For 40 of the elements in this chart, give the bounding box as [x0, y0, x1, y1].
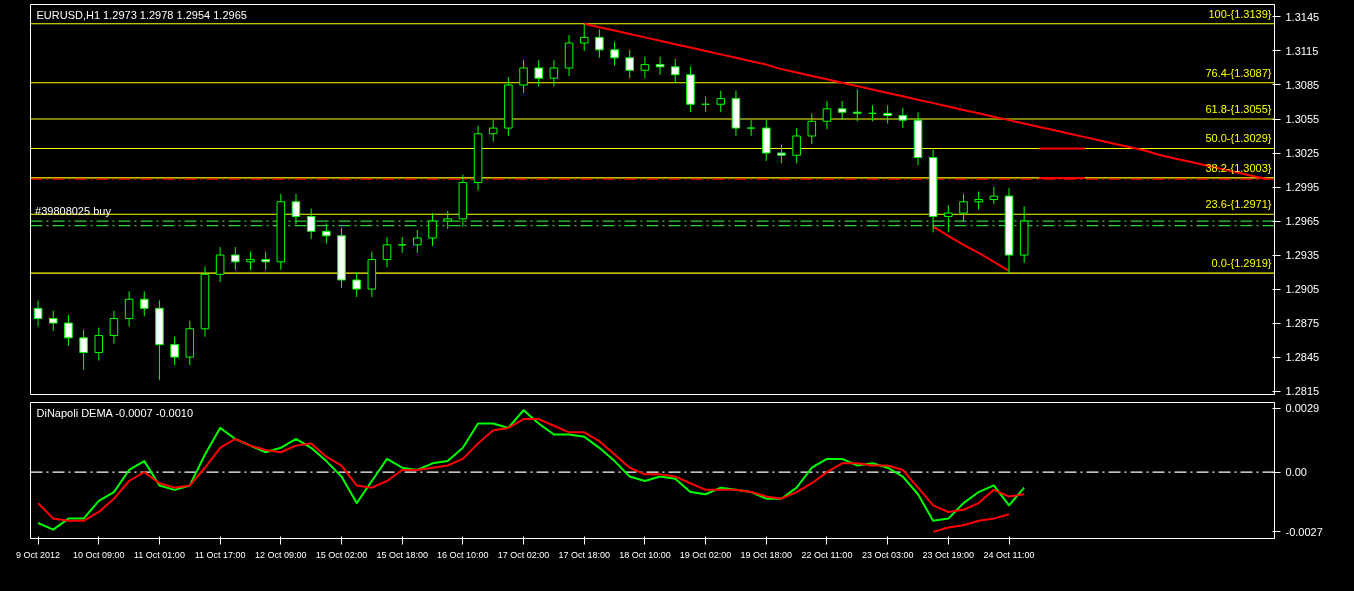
y-tick-label: 1.3025	[1285, 147, 1320, 160]
y-tick-label: -0.0027	[1285, 525, 1323, 538]
y-tick-label: 1.2905	[1285, 283, 1320, 296]
x-tick-label: 16 Oct 10:00	[437, 549, 489, 560]
x-tick-label: 11 Oct 01:00	[134, 549, 185, 560]
y-tick-label: 1.3115	[1285, 44, 1319, 57]
x-tick-label: 24 Oct 11:00	[983, 549, 1035, 560]
y-tick-label: 1.2965	[1285, 215, 1320, 228]
x-tick-label: 17 Oct 18:00	[558, 549, 611, 560]
chart-title: EURUSD,H1 1.2973 1.2978 1.2954 1.2965	[36, 8, 247, 21]
x-tick-label: 11 Oct 17:00	[194, 549, 246, 560]
y-tick-label: 1.2875	[1285, 317, 1320, 330]
ref-line-label: 50.0-{1.3029}	[1205, 132, 1272, 145]
x-tick-label: 17 Oct 02:00	[497, 549, 550, 560]
x-tick-label: 12 Oct 09:00	[255, 549, 307, 560]
x-tick-label: 15 Oct 18:00	[376, 549, 428, 560]
y-tick-label: 1.2935	[1285, 249, 1320, 262]
ref-line-label: 61.8-{1.3055}	[1205, 103, 1272, 116]
ref-line-label: 23.6-{1.2971}	[1205, 198, 1272, 211]
y-tick-label: 0.00	[1285, 466, 1307, 479]
y-tick-label: 1.3055	[1285, 113, 1320, 126]
ref-line-label: 0.0-{1.2919}	[1211, 257, 1272, 270]
ref-line-label: 100-{1.3139}	[1208, 7, 1272, 20]
y-tick-label: 1.2815	[1285, 385, 1320, 398]
y-tick-label: 1.2995	[1285, 181, 1320, 194]
y-tick-label: 1.3145	[1285, 10, 1320, 23]
x-tick-label: 18 Oct 10:00	[619, 549, 671, 560]
x-tick-label: 19 Oct 02:00	[679, 549, 732, 560]
y-tick-label: 1.3085	[1285, 78, 1320, 91]
chart-title: DiNapoli DEMA -0.0007 -0.0010	[36, 406, 194, 419]
x-tick-label: 9 Oct 2012	[16, 549, 61, 560]
x-tick-label: 10 Oct 09:00	[73, 549, 125, 560]
ref-line-label: 76.4-{1.3087}	[1205, 66, 1272, 79]
x-tick-label: 19 Oct 18:00	[740, 549, 793, 560]
x-tick-label: 15 Oct 02:00	[315, 549, 368, 560]
y-tick-label: 0.0029	[1285, 402, 1320, 415]
x-tick-label: 23 Oct 19:00	[922, 549, 975, 560]
x-tick-label: 23 Oct 03:00	[861, 549, 914, 560]
x-tick-label: 22 Oct 11:00	[801, 549, 853, 560]
y-tick-label: 1.2845	[1285, 351, 1320, 364]
